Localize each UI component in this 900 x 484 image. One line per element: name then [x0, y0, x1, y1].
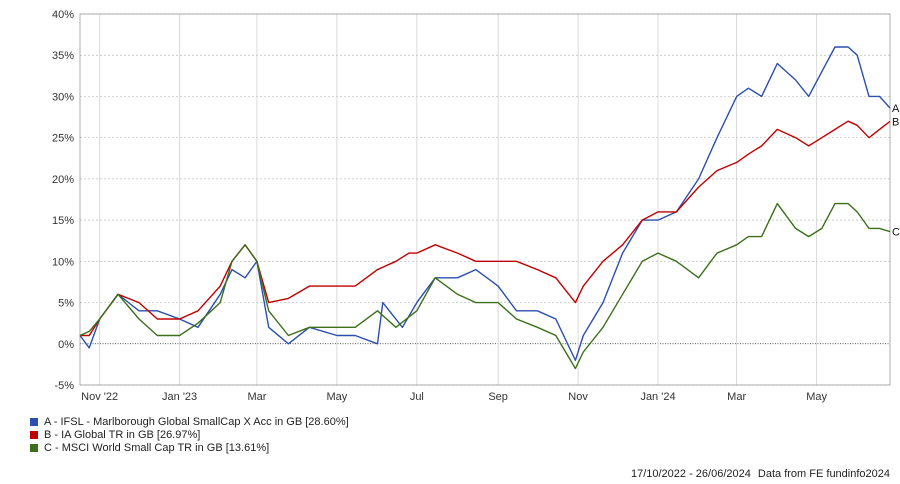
x-tick-label: May [806, 391, 827, 403]
chart-grid [80, 13, 890, 386]
chart-legend: A - IFSL - Marlborough Global SmallCap X… [30, 416, 349, 455]
x-tick-label: Jan '23 [162, 391, 197, 403]
y-tick-label: 40% [52, 9, 74, 21]
series-end-label-c: C [892, 227, 900, 239]
y-tick-label: 20% [52, 174, 74, 186]
legend-swatch-c [30, 444, 38, 452]
y-tick-label: 0% [58, 339, 74, 351]
x-tick-label: Mar [247, 391, 266, 403]
legend-swatch-a [30, 418, 38, 426]
footer-source: Data from FE fundinfo2024 [757, 468, 890, 480]
legend-item-b: B - IA Global TR in GB [26.97%] [30, 429, 349, 441]
x-tick-label: Nov '22 [81, 391, 118, 403]
y-tick-label: 35% [52, 50, 74, 62]
chart-series [79, 46, 891, 370]
legend-swatch-b [30, 431, 38, 439]
legend-label-c: C - MSCI World Small Cap TR in GB [13.61… [44, 442, 270, 454]
plot-frame [79, 13, 891, 386]
x-tick-label: May [327, 391, 348, 403]
series-line-c [79, 202, 891, 370]
x-tick-label: Sep [488, 391, 508, 403]
y-tick-label: 15% [52, 215, 74, 227]
chart-labels: 40% 35% 30% 25% 20% 15% 10% 5% 0% -5% Nov '22 Jan '… [52, 9, 900, 403]
y-tick-label: 5% [58, 298, 74, 310]
footer-date-range: 17/10/2022 - 26/06/2024 [630, 468, 751, 480]
y-tick-label: 25% [52, 133, 74, 145]
chart-footer: 17/10/2022 - 26/06/2024 Data from FE fun… [627, 468, 890, 480]
y-tick-label: 30% [52, 91, 74, 103]
legend-item-a: A - IFSL - Marlborough Global SmallCap X… [30, 416, 349, 428]
series-line-a [79, 46, 891, 361]
x-tick-label: Mar [727, 391, 746, 403]
y-tick-label: 10% [52, 256, 74, 268]
legend-label-b: B - IA Global TR in GB [26.97%] [44, 429, 201, 441]
series-end-label-b: B [892, 116, 899, 128]
series-line-b [80, 120, 891, 337]
line-chart: 40% 35% 30% 25% 20% 15% 10% 5% 0% -5% Nov '22 Jan '… [52, 9, 900, 403]
series-end-label-a: A [892, 103, 900, 115]
x-tick-label: Nov [568, 391, 588, 403]
chart-axes [79, 13, 891, 386]
y-tick-label: -5% [54, 380, 74, 392]
legend-label-a: A - IFSL - Marlborough Global SmallCap X… [44, 416, 349, 428]
x-tick-label: Jan '24 [640, 391, 675, 403]
x-tick-label: Jul [410, 391, 424, 403]
legend-item-c: C - MSCI World Small Cap TR in GB [13.61… [30, 442, 349, 454]
